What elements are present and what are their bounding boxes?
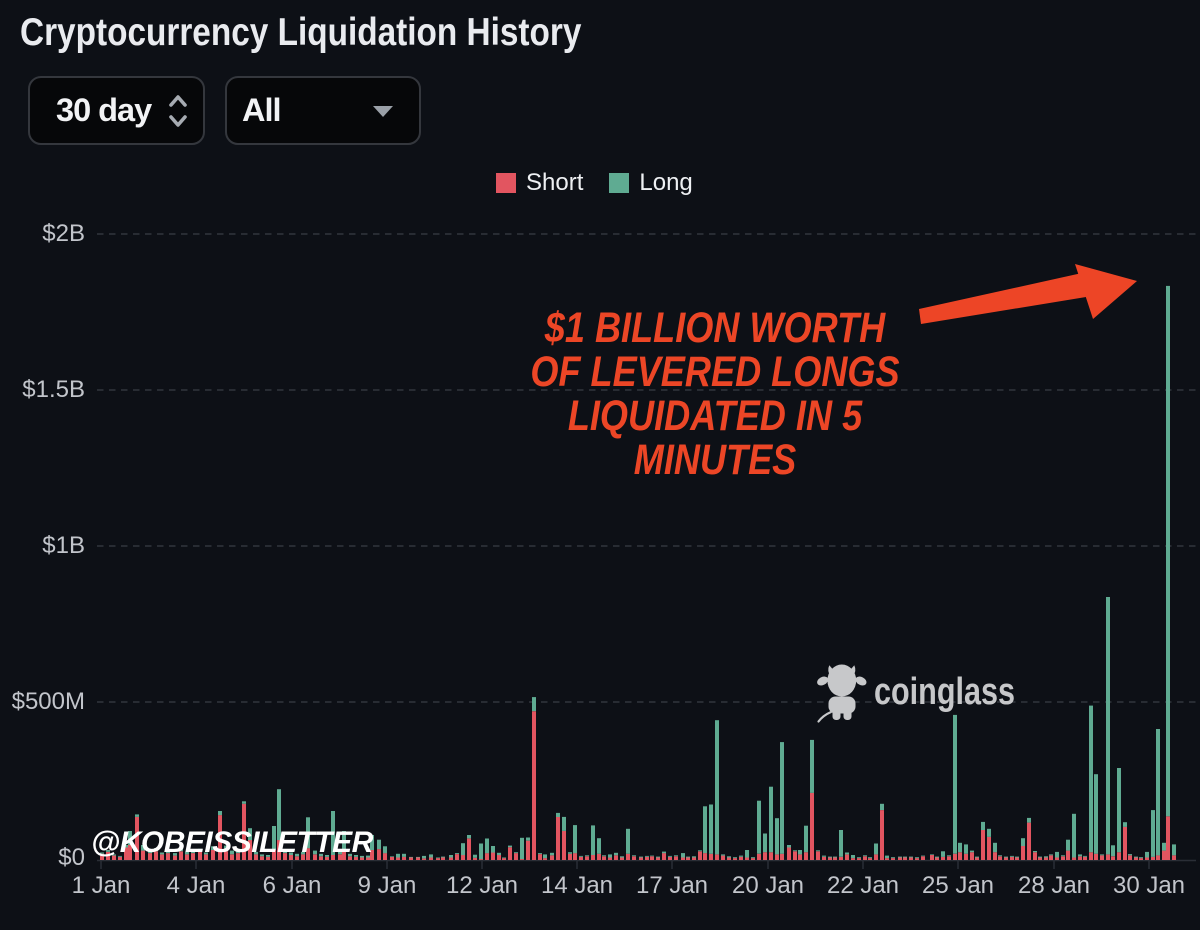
svg-text:coinglass: coinglass [874,671,1015,713]
